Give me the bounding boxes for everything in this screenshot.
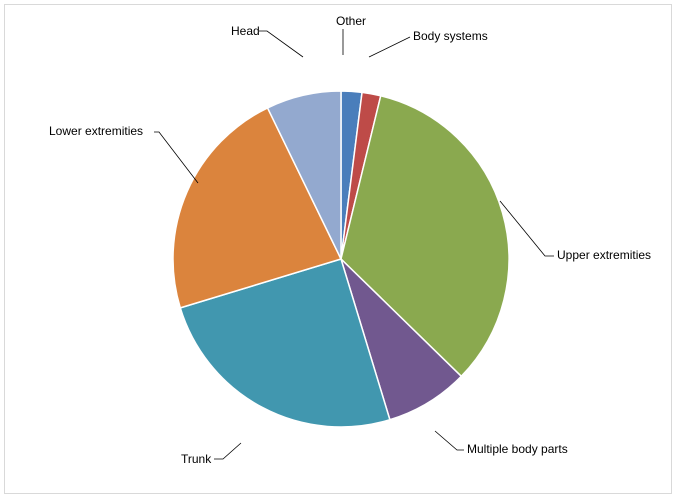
slice-label-head: Head — [231, 24, 260, 38]
leader-line-body-systems — [368, 36, 411, 58]
slice-label-other: Other — [336, 14, 366, 28]
slice-label-multiple-body-parts: Multiple body parts — [467, 442, 568, 456]
slice-label-trunk: Trunk — [181, 452, 212, 466]
leader-lines — [154, 29, 554, 460]
leader-line-lower-extremities — [154, 131, 199, 184]
slice-label-body-systems: Body systems — [413, 29, 488, 43]
slice-label-lower-extremities: Lower extremities — [49, 124, 143, 138]
chart-area: Other Body systems Upper extremities Multip… — [4, 4, 672, 494]
slice-labels: Other Body systems Upper extremities Multip… — [49, 14, 651, 466]
pie-chart: Other Body systems Upper extremities Multip… — [49, 14, 651, 466]
leader-line-upper-extremities — [499, 200, 554, 257]
pie-slice-lower-extremities — [172, 106, 343, 309]
slice-label-upper-extremities: Upper extremities — [557, 248, 651, 262]
pie-slice-upper-extremities — [340, 94, 510, 378]
leader-line-trunk — [214, 442, 242, 460]
pie-slice-trunk — [179, 258, 391, 428]
leader-line-multiple-body-parts — [434, 430, 464, 451]
leader-line-head — [259, 30, 304, 58]
pie-slices — [172, 90, 510, 428]
pie-slice-head — [266, 90, 342, 260]
